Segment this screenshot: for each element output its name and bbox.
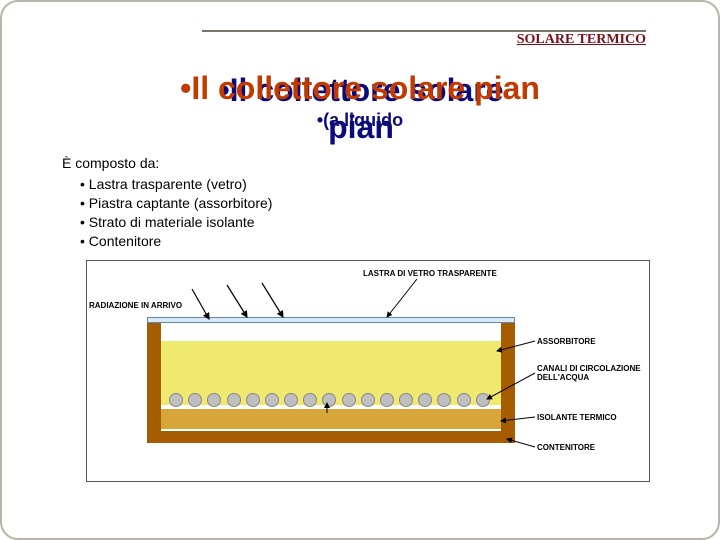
- list-item: Piastra captante (assorbitore): [80, 194, 272, 213]
- tube: [169, 393, 183, 407]
- body-text: È composto da: Lastra trasparente (vetro…: [62, 154, 272, 250]
- tube: [188, 393, 202, 407]
- tube: [284, 393, 298, 407]
- diagram-frame: RADIAZIONE IN ARRIVO LASTRA DI VETRO TRA…: [86, 260, 650, 482]
- slide-subtitle: •(a liquido: [2, 110, 718, 131]
- tube: [361, 393, 375, 407]
- label-insulation: ISOLANTE TERMICO: [537, 413, 617, 422]
- tube: [457, 393, 471, 407]
- wall-right: [501, 323, 515, 443]
- tube: [342, 393, 356, 407]
- slide-title: •Il collettore solare pian •Il collettor…: [2, 70, 718, 107]
- tube: [322, 393, 336, 407]
- tube: [246, 393, 260, 407]
- tube: [303, 393, 317, 407]
- glass-layer: [147, 317, 515, 323]
- tube: [418, 393, 432, 407]
- diagram: RADIAZIONE IN ARRIVO LASTRA DI VETRO TRA…: [87, 261, 649, 481]
- label-absorber: ASSORBITORE: [537, 337, 596, 346]
- list-item: Strato di materiale isolante: [80, 213, 272, 232]
- insulation-layer: [161, 409, 501, 429]
- body-list: Lastra trasparente (vetro) Piastra capta…: [62, 175, 272, 251]
- label-radiation: RADIAZIONE IN ARRIVO: [89, 301, 182, 310]
- container-bottom: [147, 431, 515, 443]
- tubes-row: [169, 393, 495, 407]
- label-channels: CANALI DI CIRCOLAZIONE DELL'ACQUA: [537, 365, 647, 383]
- tube: [380, 393, 394, 407]
- body-intro: È composto da:: [62, 154, 272, 173]
- header-label: SOLARE TERMICO: [517, 32, 646, 48]
- label-glass: LASTRA DI VETRO TRASPARENTE: [363, 269, 497, 278]
- tube: [437, 393, 451, 407]
- list-item: Contenitore: [80, 232, 272, 251]
- label-container: CONTENITORE: [537, 443, 595, 452]
- tube: [265, 393, 279, 407]
- tube: [227, 393, 241, 407]
- wall-left: [147, 323, 161, 443]
- slide: SOLARE TERMICO •Il collettore solare pia…: [0, 0, 720, 540]
- tube: [476, 393, 490, 407]
- tube: [399, 393, 413, 407]
- list-item: Lastra trasparente (vetro): [80, 175, 272, 194]
- tube: [207, 393, 221, 407]
